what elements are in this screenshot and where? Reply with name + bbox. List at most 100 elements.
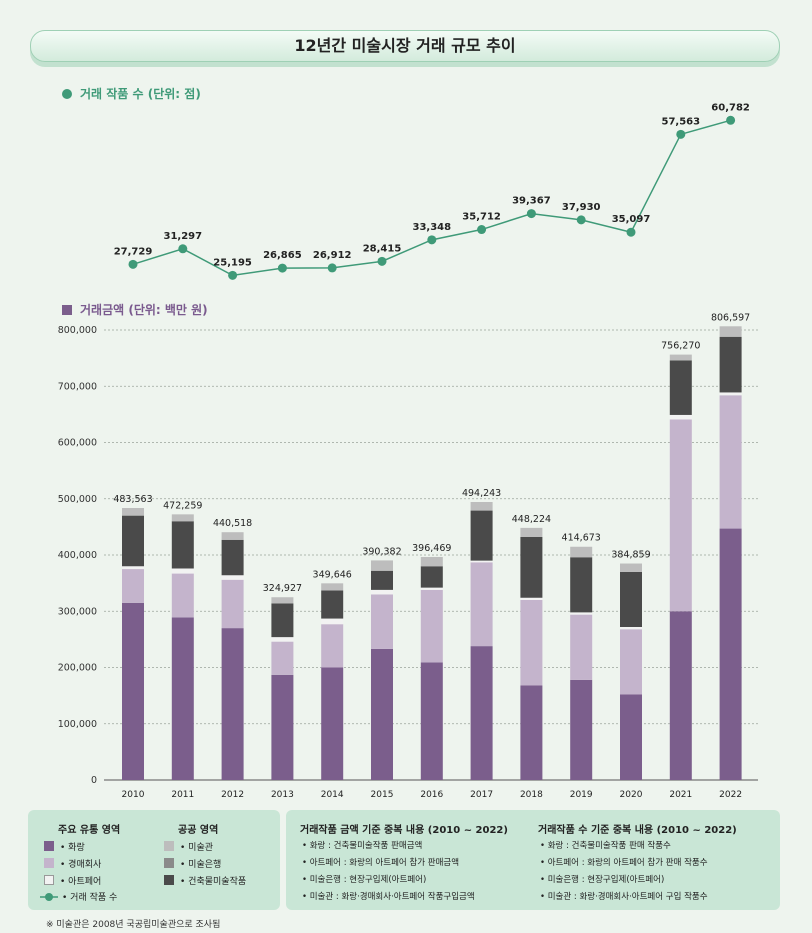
count-point <box>576 215 586 225</box>
bar-segment-아트페어 <box>420 587 443 590</box>
bank-swatch <box>164 858 174 868</box>
bar-segment-화랑 <box>520 685 543 780</box>
bar-segment-건축물미술작품 <box>719 336 742 393</box>
bar-segment-화랑 <box>719 528 742 780</box>
x-tick-label: 2020 <box>620 790 643 800</box>
bar-segment-건축물미술작품 <box>321 590 344 619</box>
note-item: • 아트페어 : 화랑의 아트페어 참가 판매금액 <box>302 858 460 868</box>
y-tick-label: 100,000 <box>58 719 97 730</box>
y-tick-label: 800,000 <box>58 325 97 336</box>
legend-label: • 거래 작품 수 <box>62 893 118 903</box>
bar-total-label: 414,673 <box>562 533 601 544</box>
count-label: 60,782 <box>711 102 750 113</box>
bar-segment-화랑 <box>570 679 593 780</box>
line-section-text: 거래 작품 수 (단위: 점) <box>80 87 201 101</box>
bar-segment-아트페어 <box>470 560 493 563</box>
y-tick-label: 400,000 <box>58 550 97 561</box>
count-label: 28,415 <box>363 243 402 254</box>
count-point <box>277 263 287 273</box>
count-point <box>377 256 387 266</box>
note-item: • 화랑 : 건축물미술작품 판매 작품수 <box>540 841 671 851</box>
bar-segment-경매회사 <box>371 594 393 649</box>
bar-total-label: 349,646 <box>313 569 352 580</box>
bar-segment-미술관 <box>570 546 593 558</box>
bar-segment-아트페어 <box>122 566 144 570</box>
y-tick-label: 300,000 <box>58 606 97 617</box>
auction-swatch <box>44 858 54 868</box>
footnote: ※ 미술관은 2008년 국공립미술관으로 조사됨 <box>46 920 221 930</box>
legend-item-museum: • 미술관 <box>164 840 213 853</box>
bar-total-label: 483,563 <box>113 494 152 505</box>
bar-total-label: 324,927 <box>263 583 302 594</box>
count-line <box>132 119 731 277</box>
count-point <box>726 115 736 125</box>
legend-private-title: 주요 유통 영역 <box>58 825 121 836</box>
bar-segment-아트페어 <box>221 575 244 580</box>
bar-segment-미술관 <box>420 556 443 567</box>
bar-segment-화랑 <box>122 602 144 780</box>
legend-item-artfair: • 아트페어 <box>44 874 101 887</box>
bar-total-label: 396,469 <box>412 543 451 554</box>
circle-marker-icon <box>62 88 72 102</box>
bar-segment-화랑 <box>669 611 692 780</box>
count-point <box>477 225 487 235</box>
count-label: 27,729 <box>114 246 153 257</box>
note-item: • 아트페어 : 화랑의 아트페어 참가 판매 작품수 <box>540 858 708 868</box>
count-label: 25,195 <box>213 257 252 268</box>
y-tick-label: 600,000 <box>58 438 97 449</box>
x-tick-label: 2017 <box>470 790 493 800</box>
count-label: 35,097 <box>612 214 651 225</box>
bar-segment-아트페어 <box>271 637 294 642</box>
bar-segment-미술관 <box>371 560 393 571</box>
bar-total-label: 756,270 <box>661 341 700 352</box>
museum-swatch <box>164 841 174 851</box>
bar-segment-화랑 <box>321 667 344 780</box>
count-point <box>676 129 686 139</box>
bar-total-label: 384,859 <box>611 550 650 561</box>
legend-item-gallery: • 화랑 <box>44 840 85 853</box>
legend-label: • 경매회사 <box>60 860 102 870</box>
note-item: • 미술은행 : 현장구입제(아트페어) <box>302 875 427 885</box>
bar-segment-건축물미술작품 <box>520 537 543 598</box>
bar-segment-경매회사 <box>221 579 244 629</box>
count-label: 26,865 <box>263 250 302 261</box>
bar-segment-화랑 <box>221 628 244 780</box>
bar-segment-경매회사 <box>520 600 543 686</box>
bar-segment-경매회사 <box>570 614 593 680</box>
chart-title: 12년간 미술시장 거래 규모 추이 <box>30 30 780 62</box>
bar-segment-건축물미술작품 <box>669 360 692 415</box>
bar-segment-경매회사 <box>420 589 443 663</box>
bar-segment-미술관 <box>669 354 692 361</box>
count-label: 31,297 <box>164 231 203 242</box>
bar-segment-미술관 <box>719 326 742 337</box>
bar-segment-아트페어 <box>371 589 393 595</box>
count-label: 33,348 <box>413 222 452 233</box>
bar-segment-아트페어 <box>620 627 642 630</box>
count-point <box>327 263 337 273</box>
bar-segment-경매회사 <box>719 395 742 529</box>
legend-label: • 아트페어 <box>60 877 102 887</box>
y-tick-label: 500,000 <box>58 494 97 505</box>
bar-segment-경매회사 <box>271 641 294 675</box>
count-label: 37,930 <box>562 202 601 213</box>
notes-box: 거래작품 금액 기준 중복 내용 (2010 ~ 2022) • 화랑 : 건축… <box>286 810 780 910</box>
x-tick-label: 2018 <box>520 790 543 800</box>
bar-segment-화랑 <box>271 674 294 780</box>
note-item: • 미술은행 : 현장구입제(아트페어) <box>540 875 665 885</box>
bar-segment-미술관 <box>620 563 642 572</box>
y-tick-label: 200,000 <box>58 663 97 674</box>
x-tick-label: 2014 <box>321 790 344 800</box>
count-point <box>526 209 536 219</box>
x-tick-label: 2011 <box>171 790 194 800</box>
bar-segment-아트페어 <box>520 597 543 600</box>
legend-item-building: • 건축물미술작품 <box>164 874 246 887</box>
bar-segment-미술관 <box>271 597 294 604</box>
square-marker-icon <box>62 304 72 318</box>
bar-total-label: 806,597 <box>711 312 750 323</box>
x-tick-label: 2022 <box>719 790 742 800</box>
line-section-label: 거래 작품 수 (단위: 점) <box>62 85 201 102</box>
count-point <box>178 244 188 254</box>
legend-public-title: 공공 영역 <box>178 825 219 836</box>
legend-label: • 건축물미술작품 <box>180 877 247 887</box>
bar-segment-아트페어 <box>669 414 692 420</box>
